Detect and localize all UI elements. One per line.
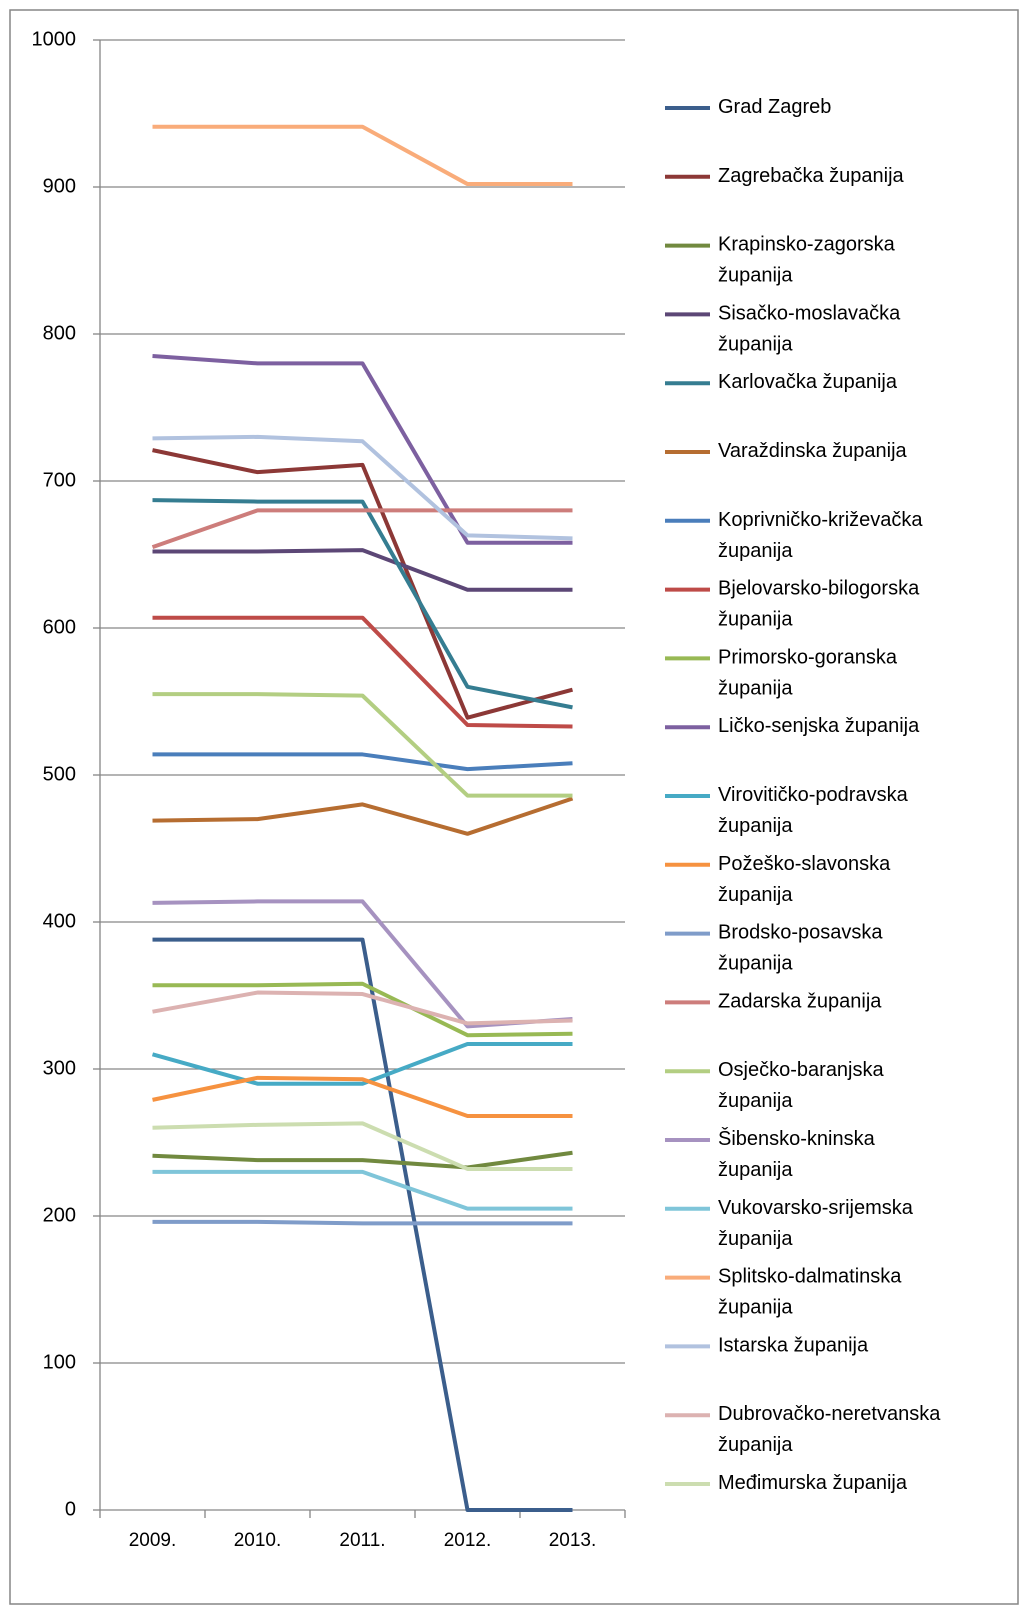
y-tick-label: 900 — [43, 175, 76, 197]
legend-label: Bjelovarsko-bilogorska županija — [718, 578, 925, 631]
legend-label: Brodsko-posavska županija — [718, 922, 888, 975]
y-tick-label: 700 — [43, 469, 76, 491]
series-line — [152, 354, 573, 545]
series-line — [152, 692, 573, 798]
legend-label: Virovitičko-podravska županija — [718, 784, 913, 837]
series-line — [152, 1075, 573, 1119]
series-line — [152, 124, 573, 187]
series-line — [152, 752, 573, 772]
series-line — [152, 796, 574, 836]
legend-label: Zadarska županija — [718, 991, 882, 1013]
y-tick-label: 800 — [43, 322, 76, 344]
series-line — [152, 981, 573, 1038]
y-tick-label: 300 — [43, 1057, 76, 1079]
y-tick-label: 200 — [43, 1204, 76, 1226]
series-line — [151, 1042, 573, 1086]
legend-label: Varaždinska županija — [718, 440, 908, 462]
y-tick-label: 600 — [43, 616, 76, 638]
x-tick-label: 2010. — [234, 1530, 282, 1551]
legend-label: Ličko-senjska županija — [718, 715, 920, 737]
y-tick-label: 100 — [43, 1351, 76, 1373]
legend-label: Osječko-baranjska županija — [718, 1059, 889, 1112]
legend-label: Zagrebačka županija — [718, 165, 905, 187]
x-tick-label: 2013. — [549, 1530, 597, 1551]
legend-label: Istarska županija — [718, 1335, 869, 1357]
legend-label: Požeško-slavonska županija — [718, 853, 896, 906]
legend-label: Koprivničko-križevačka županija — [718, 509, 928, 562]
legend-label: Vukovarsko-srijemska županija — [718, 1197, 918, 1250]
y-tick-label: 400 — [43, 910, 76, 932]
series-line — [152, 1121, 573, 1171]
series-line — [152, 615, 573, 729]
x-tick-label: 2012. — [444, 1530, 492, 1551]
series-line — [152, 1150, 573, 1170]
series-line — [152, 498, 573, 710]
x-tick-label: 2009. — [129, 1530, 177, 1551]
legend-label: Primorsko-goranska županija — [718, 647, 903, 700]
legend-label: Karlovačka županija — [718, 371, 898, 393]
legend-label: Krapinsko-zagorska županija — [718, 234, 900, 287]
series-line — [152, 1219, 573, 1226]
y-tick-label: 1000 — [32, 28, 77, 50]
legend-label: Šibensko-kninska županija — [718, 1127, 880, 1181]
series-line — [152, 548, 573, 592]
legend-label: Splitsko-dalmatinska županija — [718, 1266, 907, 1319]
legend-label: Sisačko-moslavačka županija — [718, 303, 906, 356]
y-tick-label: 0 — [65, 1498, 76, 1520]
series-line — [152, 990, 573, 1026]
series-line — [151, 508, 573, 550]
chart-frame — [9, 9, 1019, 1605]
legend-label: Međimurska županija — [718, 1472, 908, 1494]
legend-label: Dubrovačko-neretvanska županija — [718, 1403, 946, 1456]
series-line — [152, 448, 574, 720]
series-line — [152, 434, 573, 541]
legend-label: Grad Zagreb — [718, 96, 831, 118]
y-tick-label: 500 — [43, 763, 76, 785]
series-line — [152, 937, 573, 1512]
x-tick-label: 2011. — [339, 1530, 385, 1551]
series-line — [152, 1169, 573, 1211]
